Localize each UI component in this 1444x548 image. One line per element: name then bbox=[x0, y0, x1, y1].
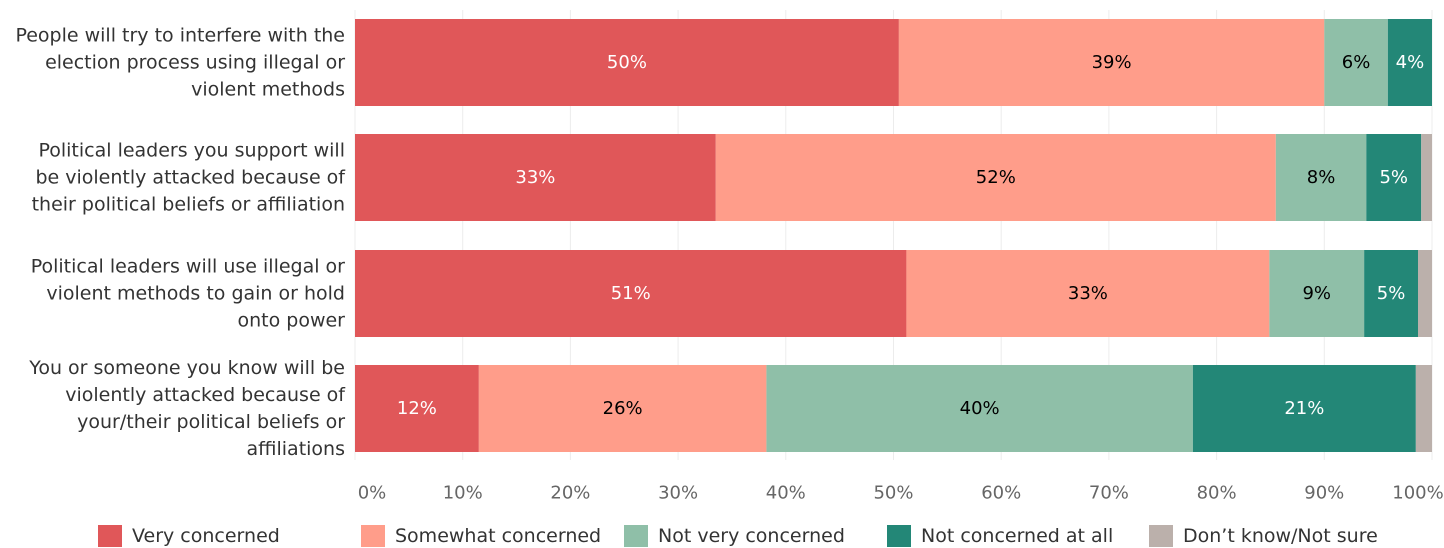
bar-segment bbox=[1364, 250, 1418, 337]
legend-label: Don’t know/Not sure bbox=[1183, 525, 1378, 547]
x-tick-label: 30% bbox=[658, 483, 698, 504]
legend-label: Not very concerned bbox=[658, 525, 845, 547]
x-tick-label: 90% bbox=[1304, 483, 1344, 504]
data-label: 33% bbox=[515, 167, 555, 188]
bar-segment bbox=[355, 19, 899, 106]
category-label: Political leaders you support will bbox=[38, 140, 345, 162]
legend-swatch bbox=[887, 525, 911, 547]
bar-segment bbox=[898, 19, 1325, 106]
data-label: 8% bbox=[1307, 167, 1336, 188]
category-label: your/their political beliefs or bbox=[77, 411, 345, 433]
data-label: 5% bbox=[1377, 283, 1406, 304]
bar-segment bbox=[906, 250, 1270, 337]
bar-segment bbox=[1415, 365, 1432, 452]
category-label: You or someone you know will be bbox=[28, 357, 345, 379]
data-label: 50% bbox=[607, 52, 647, 73]
data-label: 5% bbox=[1379, 167, 1408, 188]
legend-label: Somewhat concerned bbox=[395, 525, 601, 547]
bar-segment bbox=[1387, 19, 1432, 106]
bar-segment bbox=[1269, 250, 1365, 337]
bar-segment bbox=[355, 134, 716, 221]
category-label: violent methods bbox=[191, 79, 345, 101]
data-label: 21% bbox=[1284, 398, 1324, 419]
x-tick-label: 40% bbox=[766, 483, 806, 504]
data-label: 51% bbox=[611, 283, 651, 304]
data-label: 9% bbox=[1302, 283, 1331, 304]
bar-segment bbox=[1192, 365, 1416, 452]
x-tick-label: 70% bbox=[1089, 483, 1129, 504]
bar-segment bbox=[715, 134, 1276, 221]
category-label: their political beliefs or affiliation bbox=[32, 194, 345, 216]
legend-label: Not concerned at all bbox=[921, 525, 1113, 547]
data-label: 4% bbox=[1396, 52, 1425, 73]
data-label: 26% bbox=[603, 398, 643, 419]
bar-segment bbox=[766, 365, 1193, 452]
bar-segment bbox=[1421, 134, 1432, 221]
x-tick-label: 50% bbox=[873, 483, 913, 504]
x-tick-label: 0% bbox=[358, 483, 387, 504]
bar-segment bbox=[1417, 250, 1432, 337]
x-tick-label: 100% bbox=[1392, 483, 1443, 504]
data-label: 12% bbox=[397, 398, 437, 419]
x-tick-label: 20% bbox=[550, 483, 590, 504]
category-label: violently attacked because of bbox=[65, 384, 346, 406]
x-tick-label: 80% bbox=[1197, 483, 1237, 504]
category-label: onto power bbox=[237, 310, 345, 332]
category-label: election process using illegal or bbox=[45, 52, 345, 74]
bar-segment bbox=[1324, 19, 1388, 106]
category-label: Political leaders will use illegal or bbox=[31, 256, 345, 278]
legend-swatch bbox=[624, 525, 648, 547]
bar-segment bbox=[1366, 134, 1422, 221]
data-label: 33% bbox=[1068, 283, 1108, 304]
category-label: People will try to interfere with the bbox=[15, 25, 345, 47]
x-tick-label: 60% bbox=[981, 483, 1021, 504]
category-label: affiliations bbox=[246, 438, 345, 460]
category-label: be violently attacked because of bbox=[35, 167, 346, 189]
data-label: 40% bbox=[960, 398, 1000, 419]
x-tick-label: 10% bbox=[443, 483, 483, 504]
legend-swatch bbox=[98, 525, 122, 547]
bar-segment bbox=[1275, 134, 1367, 221]
data-label: 52% bbox=[976, 167, 1016, 188]
data-label: 39% bbox=[1092, 52, 1132, 73]
bar-segment bbox=[478, 365, 767, 452]
data-label: 6% bbox=[1342, 52, 1371, 73]
legend-swatch bbox=[361, 525, 385, 547]
bar-segment bbox=[355, 250, 907, 337]
bar-segment bbox=[355, 365, 479, 452]
legend-label: Very concerned bbox=[132, 525, 280, 547]
legend-swatch bbox=[1149, 525, 1173, 547]
category-label: violent methods to gain or hold bbox=[46, 283, 345, 305]
